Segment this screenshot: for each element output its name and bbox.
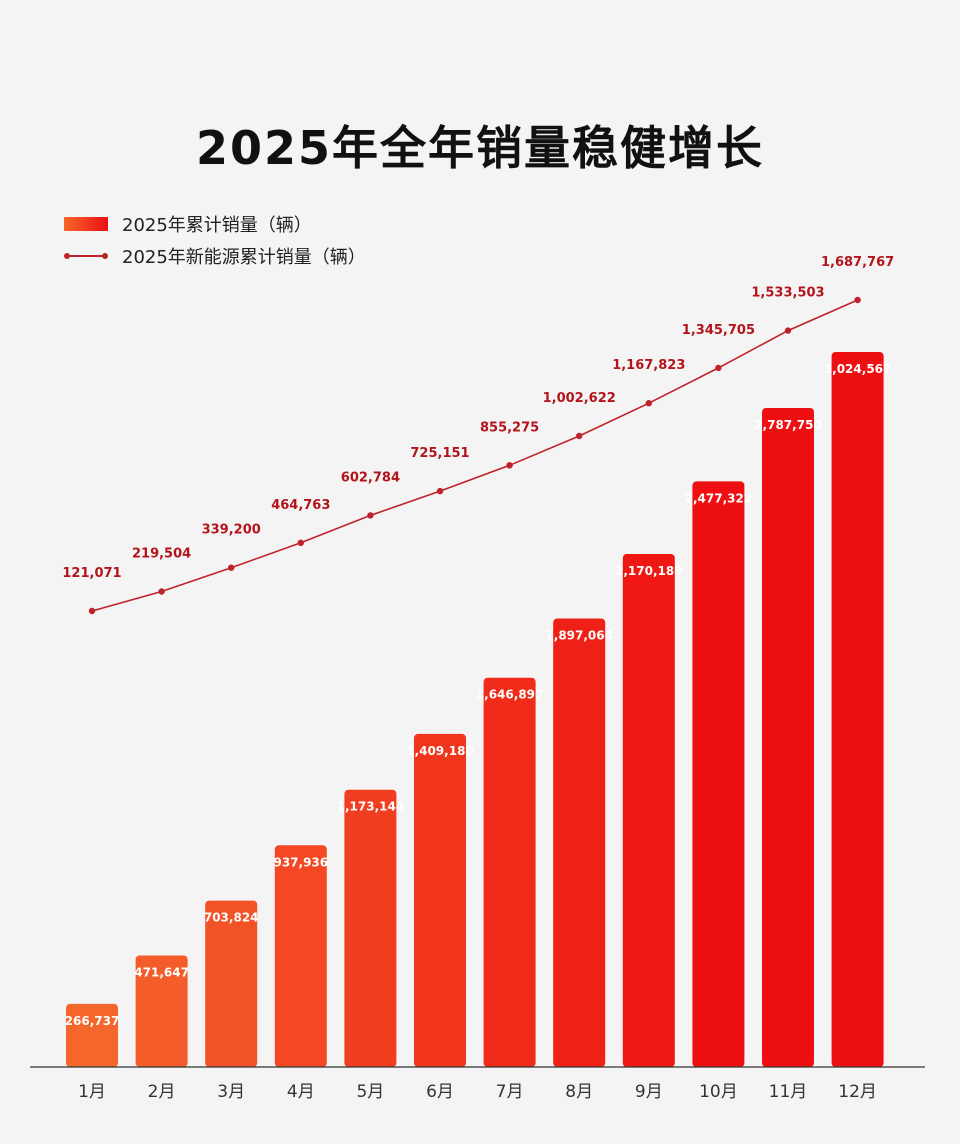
nev-line: [91, 299, 858, 612]
nev-label-7: 855,275: [480, 420, 539, 435]
x-tick-11: 11月: [769, 1082, 808, 1102]
x-tick-9: 9月: [635, 1082, 663, 1102]
nev-point-4: [297, 539, 304, 546]
nev-label-9: 1,167,823: [612, 358, 685, 373]
nev-point-3: [228, 564, 235, 571]
bar-9: [622, 554, 675, 1067]
bar-3: [205, 900, 258, 1067]
bar-label-11: 2,787,750: [754, 418, 822, 432]
nev-point-9: [645, 400, 652, 407]
bar-label-10: 2,477,322: [685, 491, 753, 505]
x-tick-3: 3月: [217, 1082, 245, 1102]
x-tick-6: 6月: [426, 1082, 454, 1102]
bar-label-4: 937,936: [273, 855, 328, 869]
bar-label-2: 471,647: [134, 966, 189, 980]
nev-point-10: [715, 364, 722, 372]
nev-label-12: 1,687,767: [821, 255, 894, 270]
nev-point-8: [576, 432, 583, 440]
nev-point-7: [506, 462, 513, 469]
nev-label-2: 219,504: [132, 547, 191, 562]
bar-6: [414, 733, 466, 1067]
bar-4: [274, 845, 327, 1067]
bar-10: [692, 481, 745, 1067]
bar-5: [344, 789, 397, 1067]
nev-point-5: [367, 512, 374, 519]
bar-8: [553, 618, 606, 1067]
x-tick-10: 10月: [699, 1082, 738, 1102]
legend-line-label: 2025年新能源累计销量（辆）: [122, 247, 366, 268]
nev-label-5: 602,784: [341, 470, 400, 485]
bar-11: [762, 408, 814, 1067]
bar-label-1: 266,737: [65, 1014, 120, 1028]
bar-label-7: 1,646,897: [476, 688, 544, 702]
x-tick-4: 4月: [287, 1082, 315, 1102]
nev-label-3: 339,200: [202, 523, 261, 538]
bar-2: [135, 955, 188, 1067]
legend-item-bar: 2025年累计销量（辆）: [64, 208, 366, 240]
bar-label-8: 1,897,064: [545, 629, 613, 643]
legend-line-swatch: [64, 249, 108, 263]
nev-label-1: 121,071: [62, 566, 121, 581]
legend-item-line: 2025年新能源累计销量（辆）: [64, 240, 366, 272]
bar-label-5: 1,173,144: [337, 800, 405, 814]
bar-label-3: 703,824: [204, 911, 259, 925]
chart-title: 2025年全年销量稳健增长: [195, 121, 765, 175]
x-tick-12: 12月: [838, 1082, 877, 1102]
x-tick-2: 2月: [148, 1082, 176, 1102]
axis-layer: 1月 2月 3月 4月 5月 6月 7月 8月 9月 10月 11月 12月: [30, 1066, 925, 1102]
bar-7: [483, 677, 536, 1067]
legend-bar-swatch: [64, 217, 108, 231]
bar-label-6: 1,409,180: [406, 744, 474, 758]
nev-point-11: [784, 327, 792, 334]
legend: 2025年累计销量（辆） 2025年新能源累计销量（辆）: [64, 208, 366, 272]
x-tick-7: 7月: [496, 1082, 524, 1102]
bar-label-9: 2,170,189: [615, 564, 683, 578]
legend-bar-label: 2025年累计销量（辆）: [122, 215, 312, 236]
nev-point-6: [436, 487, 444, 495]
bar-1: [66, 1003, 118, 1067]
line-layer: 121,071 219,504 339,200 464,763 602,784 725,1…: [62, 255, 894, 615]
nev-label-11: 1,533,503: [751, 286, 824, 301]
x-tick-5: 5月: [356, 1082, 384, 1102]
bar-12: [831, 352, 884, 1067]
nev-label-4: 464,763: [271, 498, 330, 513]
nev-point-2: [158, 588, 165, 595]
nev-label-6: 725,151: [410, 446, 469, 461]
bars-layer: 266,737 471,647 703,824 937,936 1,173,144 1,4…: [65, 352, 892, 1067]
nev-point-12: [854, 296, 861, 304]
nev-point-1: [88, 607, 96, 615]
bar-label-12: 3,024,567: [824, 362, 892, 376]
x-tick-8: 8月: [565, 1082, 593, 1102]
nev-label-10: 1,345,705: [682, 323, 755, 338]
nev-label-8: 1,002,622: [543, 391, 616, 406]
x-tick-1: 1月: [78, 1082, 106, 1102]
